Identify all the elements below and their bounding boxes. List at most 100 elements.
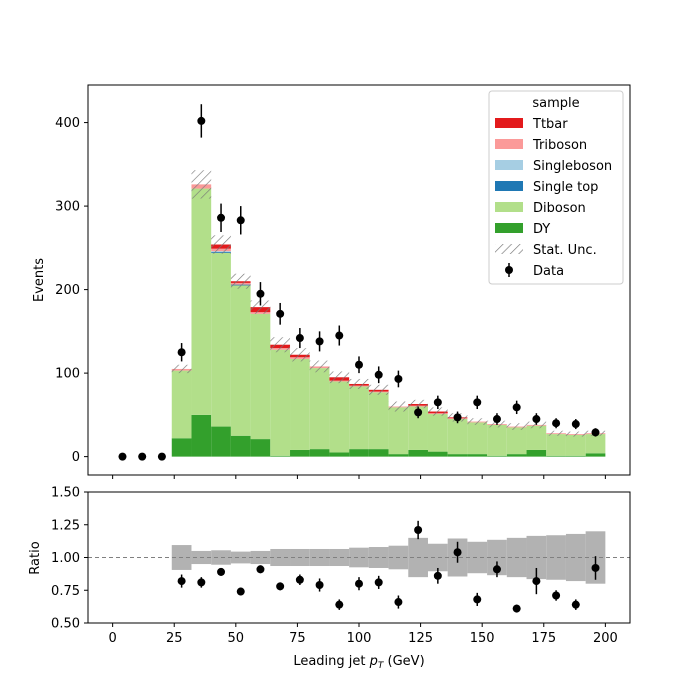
bar-dy (211, 426, 231, 457)
x-tick-label: 0 (108, 631, 116, 646)
x-tick-label: 50 (228, 631, 245, 646)
data-point (374, 370, 383, 379)
data-point (591, 428, 600, 437)
stat-unc-hatch (329, 371, 350, 384)
main-y-axis-label: Events (32, 258, 47, 302)
bar-dy (467, 454, 488, 457)
bar-diboson (290, 358, 310, 450)
bar-dy (388, 454, 409, 457)
y-tick-label: 200 (55, 283, 80, 298)
bar-dy (309, 449, 330, 457)
x-tick-label: 100 (347, 631, 372, 646)
stat-unc-hatch (408, 399, 428, 409)
x-axis-label: Leading jet pT (GeV) (293, 654, 424, 671)
bar-dy (250, 439, 271, 457)
bar-dy (191, 414, 212, 457)
main-y-axis: 0 100 200 300 400 (55, 116, 88, 465)
data-point (197, 116, 206, 125)
data-point (355, 360, 363, 369)
bar-dy (565, 455, 586, 457)
bar-dy (230, 435, 251, 457)
data-point (492, 415, 501, 424)
ratio-point (197, 578, 206, 587)
ratio-y-tick-label: 0.50 (51, 617, 80, 632)
bar-dy (585, 453, 606, 457)
data-point (552, 419, 561, 428)
legend-swatch-dy (495, 223, 523, 233)
bar-diboson (349, 386, 369, 450)
x-tick-label: 175 (531, 631, 556, 646)
stat-unc-hatch (270, 337, 291, 353)
data-point (335, 331, 344, 340)
ratio-point (552, 591, 561, 600)
ratio-band-segment (349, 547, 369, 568)
ratio-point (414, 525, 423, 534)
y-tick-label: 400 (55, 116, 80, 131)
bar-diboson (506, 427, 527, 455)
legend-label-data: Data (533, 264, 564, 279)
ratio-y-axis: 0.50 0.75 1.00 1.25 1.50 (51, 486, 88, 632)
main-panel: 0 100 200 300 400 Events (32, 84, 631, 479)
ratio-y-tick-label: 1.50 (51, 486, 80, 501)
ratio-point (315, 581, 324, 590)
bar-dy (290, 449, 310, 457)
legend-swatch-stat-unc (495, 244, 523, 254)
x-tick-label: 200 (593, 631, 618, 646)
bar-dy (408, 449, 428, 457)
ratio-point (532, 577, 541, 586)
bar-dy (171, 438, 192, 457)
bar-diboson (230, 285, 251, 436)
stacked-bars (171, 184, 606, 457)
ratio-point (433, 571, 442, 580)
legend-label-singleboson: Singleboson (533, 159, 612, 174)
bar-diboson (487, 424, 507, 456)
data-point (157, 452, 166, 461)
x-axis-label-sub: T (378, 661, 385, 671)
legend-label-single-top: Single top (533, 180, 598, 195)
legend-marker-data (505, 266, 513, 274)
ratio-point (276, 582, 285, 591)
bar-diboson (546, 434, 566, 456)
bar-diboson (250, 313, 271, 440)
ratio-band-segment (329, 548, 350, 567)
legend-label-triboson: Triboson (532, 138, 587, 153)
data-point (138, 452, 147, 461)
data-point (433, 398, 442, 407)
data-point (236, 216, 245, 225)
data-point (295, 334, 304, 343)
ratio-x-axis: 0 25 50 75 100 125 150 175 200 (108, 623, 618, 646)
legend-swatch-ttbar (495, 118, 523, 128)
data-point (453, 413, 462, 422)
ratio-band-segment (230, 551, 251, 564)
legend-label-diboson: Diboson (533, 201, 586, 216)
ratio-point (256, 565, 265, 574)
stat-unc-hatch (250, 300, 271, 314)
x-tick-label: 150 (470, 631, 495, 646)
x-axis-label-unit: (GeV) (383, 654, 424, 669)
ratio-band-segment (565, 533, 586, 582)
legend: sample Ttbar Triboson Singleboson Single to… (488, 90, 624, 285)
legend-swatch-diboson (495, 202, 523, 212)
ratio-y-tick-label: 1.25 (51, 518, 80, 533)
bar-diboson (427, 414, 448, 452)
data-point (473, 398, 482, 407)
bar-dy (427, 451, 448, 457)
x-axis-label-main: Leading jet (293, 654, 369, 669)
legend-swatch-single-top (495, 181, 523, 191)
ratio-band-segment (467, 541, 488, 574)
data-point (276, 309, 285, 318)
bar-dy (526, 449, 547, 457)
ratio-point (591, 563, 600, 572)
legend-swatch-triboson (495, 139, 523, 149)
ratio-unc-band (171, 531, 606, 584)
ratio-point (295, 575, 304, 584)
ratio-point (355, 579, 363, 588)
legend-label-stat-unc: Stat. Unc. (533, 243, 597, 258)
bar-diboson (309, 368, 330, 450)
main-x-axis (112, 475, 606, 479)
bar-diboson (388, 407, 409, 455)
bar-diboson (329, 381, 350, 453)
data-points (118, 104, 600, 461)
bar-diboson (171, 370, 192, 439)
